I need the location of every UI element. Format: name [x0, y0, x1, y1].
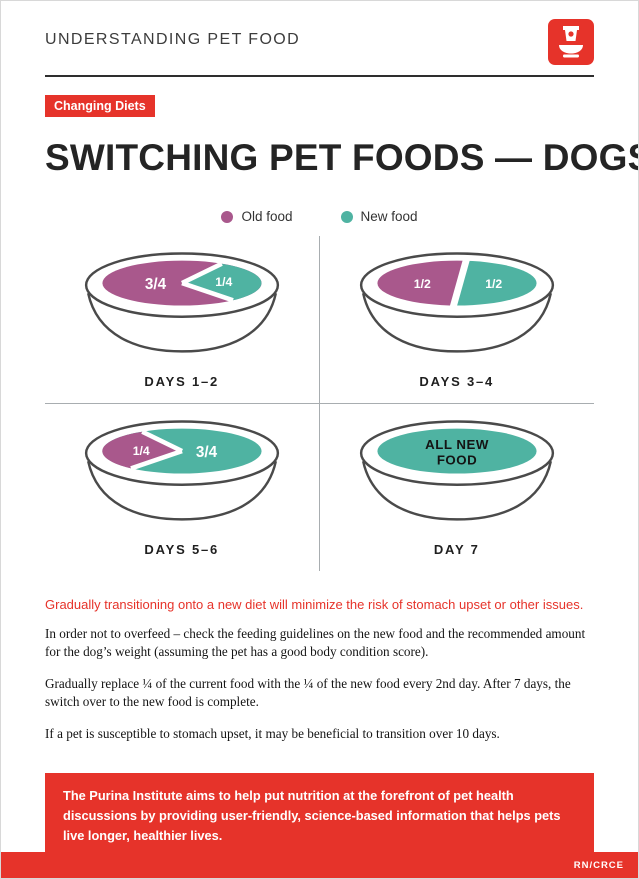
fraction-new-label: 3/4 [196, 444, 218, 461]
bowl-label-days-5-6: DAYS 5–6 [144, 542, 220, 557]
bowl-label-day-7: DAY 7 [433, 542, 480, 557]
fraction-old-label: 1/4 [132, 444, 149, 458]
header-divider [45, 75, 594, 77]
paragraph-1: In order not to overfeed – check the fee… [45, 626, 586, 660]
purina-institute-banner: The Purina Institute aims to help put nu… [45, 773, 594, 859]
bowl-diagram-days-1-2: 3/4 1/4 [84, 252, 279, 353]
new-food-dot-icon [340, 210, 353, 223]
legend-item-new-food: New food [340, 209, 418, 224]
bowl-cell-days-5-6: 1/4 3/4 DAYS 5–6 [45, 404, 320, 571]
old-food-dot-icon [221, 210, 234, 223]
highlight-text: Gradually transitioning onto a new diet … [45, 597, 584, 612]
bowl-cell-days-3-4: 1/2 1/2 DAYS 3–4 [319, 236, 594, 404]
bowl-diagram-day-7: ALL NEW FOOD [359, 420, 554, 521]
fraction-old-label: 1/2 [414, 277, 431, 291]
legend-item-old-food: Old food [221, 209, 293, 224]
bowls-grid: 3/4 1/4 DAYS 1–2 1/2 1/2 DAYS 3 [45, 236, 594, 571]
section-badge: Changing Diets [45, 95, 155, 117]
document-code: RN/CRCE [573, 859, 624, 871]
fraction-new-label: 1/2 [485, 277, 502, 291]
bowl-cell-day-7: ALL NEW FOOD DAY 7 [320, 404, 595, 571]
bowl-diagram-days-5-6: 1/4 3/4 [84, 420, 279, 521]
legend-label-new: New food [360, 209, 418, 224]
bowl-label-days-3-4: DAYS 3–4 [419, 374, 495, 389]
paragraph-3: If a pet is susceptible to stomach upset… [45, 725, 500, 741]
legend: Old food New food [1, 209, 638, 224]
pet-feeder-glyph [559, 26, 583, 58]
bottom-bar: RN/CRCE [1, 852, 638, 878]
bowl-label-days-1-2: DAYS 1–2 [144, 374, 220, 389]
all-new-food-label-line2: FOOD [437, 452, 477, 467]
fraction-old-label: 3/4 [145, 276, 167, 293]
header-title: UNDERSTANDING PET FOOD [45, 31, 301, 48]
paragraph-2: Gradually replace ¼ of the current food … [45, 675, 571, 710]
bowl-cell-days-1-2: 3/4 1/4 DAYS 1–2 [45, 236, 320, 404]
bowl-diagram-days-3-4: 1/2 1/2 [359, 252, 554, 353]
page-title: SWITCHING PET FOODS — DOGS [45, 137, 639, 178]
body-copy: In order not to overfeed – check the fee… [1, 625, 638, 743]
pet-feeder-icon [548, 19, 594, 65]
header: UNDERSTANDING PET FOOD [1, 1, 638, 65]
legend-label-old: Old food [241, 209, 293, 224]
all-new-food-label-line1: ALL NEW [425, 437, 489, 452]
fraction-new-label: 1/4 [215, 275, 232, 289]
